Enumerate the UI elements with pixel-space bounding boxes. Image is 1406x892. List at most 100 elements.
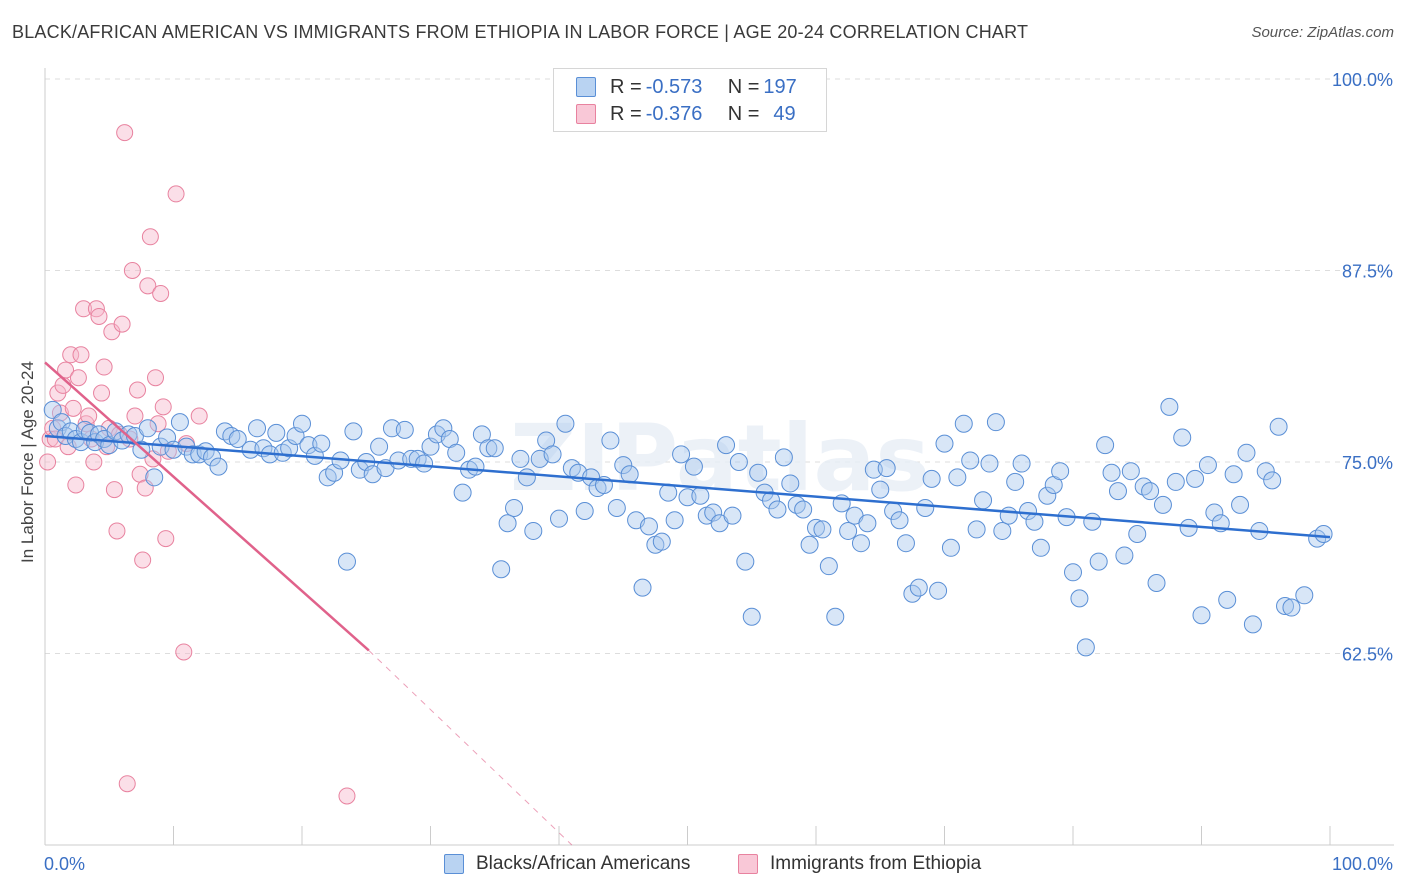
bottom-legend-black: Blacks/African Americans [444,851,690,877]
data-point-ethiopia [118,775,136,793]
legend-r-value: -0.573 [645,75,703,98]
data-point-black [170,413,189,432]
data-point-black [415,454,434,473]
data-point-black [267,423,286,442]
data-point-ethiopia [175,643,193,661]
data-point-black [1186,469,1205,488]
data-point-black [318,468,337,487]
data-point-black [138,419,157,438]
data-point-black [1096,436,1115,455]
data-point-ethiopia [167,185,185,203]
data-point-black [974,491,993,510]
data-point-black [819,557,838,576]
legend-n-value: 197 [763,75,797,98]
data-point-black [556,414,575,433]
data-point-black [762,491,781,510]
legend-n-label: N = [727,75,760,98]
data-point-black [517,468,536,487]
data-point-black [43,400,62,419]
data-point-black [447,443,466,462]
bottom-legend-label-ethiopia: Immigrants from Ethiopia [770,853,982,874]
data-point-black [1295,586,1314,605]
data-point-ethiopia [105,481,123,499]
data-point-ethiopia [139,277,157,295]
data-point-ethiopia [67,476,85,494]
legend-swatch-black [576,77,596,97]
y-tick-label: 100.0% [1332,70,1393,90]
trend-lines [44,361,1331,846]
data-point-black [858,514,877,533]
legend-row-ethiopia: R = -0.376 N = 49 [576,102,796,126]
data-point-ethiopia [190,407,208,425]
data-point-black [607,498,626,517]
data-point-black [293,414,311,433]
data-point-ethiopia [85,453,103,471]
data-point-black [851,534,870,553]
data-point-ethiopia [64,399,82,417]
data-point-black [916,498,935,517]
legend-swatch-ethiopia [576,104,596,124]
data-point-black [652,532,671,551]
data-point-black [1224,465,1243,484]
data-point-ethiopia [149,415,167,433]
data-point-black [909,578,928,597]
data-point-ethiopia [108,522,126,540]
data-point-black [492,560,511,579]
axis-labels: 62.5% 75.0% 87.5% 100.0% 0.0% 100.0% In Labor … [18,70,1393,874]
data-point-black [241,440,260,459]
data-point-black [954,414,973,433]
data-point-black [813,520,832,539]
data-point-black [922,469,941,488]
data-point-black [1025,512,1044,531]
data-point-black [1166,472,1185,491]
data-point-black [145,468,164,487]
data-point-black [1198,456,1217,475]
data-point-black [1231,495,1250,514]
legend-row-black: R = -0.573 N = 197 [576,75,797,99]
data-point-black [929,581,948,600]
data-point-black [620,465,639,484]
data-point-ethiopia [75,300,93,318]
data-point-black [948,468,967,487]
data-point-ethiopia [152,284,170,302]
data-point-black [1089,552,1108,571]
data-point-black [248,419,267,438]
data-point-black [871,480,890,499]
data-point-black [768,500,787,519]
data-point-black [1256,462,1275,481]
source-label: Source: ZipAtlas.com [1251,24,1394,41]
data-point-ethiopia [57,361,75,379]
data-point-black [1076,638,1095,657]
legend-r-label: R = [610,102,642,125]
data-point-black [1153,495,1172,514]
data-point-ethiopia [93,384,111,402]
data-point-black [1263,471,1282,490]
legend-r-value: -0.376 [645,102,703,125]
data-point-black [1006,472,1025,491]
data-point-black [550,509,568,528]
data-point-black [511,449,530,468]
data-point-black [370,437,389,456]
y-tick-label: 87.5% [1342,262,1393,282]
data-point-black [678,488,697,507]
data-point-black [1115,546,1134,565]
data-point-black [800,535,819,554]
bottom-legend-swatch-black [444,854,464,874]
data-point-black [1019,502,1038,521]
data-point-black [337,552,356,571]
legend-n-label: N = [727,102,760,125]
data-point-black [1308,529,1327,548]
data-point-black [1269,417,1288,436]
data-point-black [691,486,710,505]
data-point-black [498,514,517,533]
data-point-black [967,520,986,539]
data-point-ethiopia [141,228,159,246]
data-point-black [1282,598,1301,617]
data-point-black [1128,525,1147,544]
series-ethiopia-points [39,124,356,805]
data-point-black [543,445,562,464]
data-point-black [781,474,800,493]
x-tick-label: 100.0% [1332,854,1393,874]
data-point-black [839,521,858,540]
data-point-black [505,498,524,517]
